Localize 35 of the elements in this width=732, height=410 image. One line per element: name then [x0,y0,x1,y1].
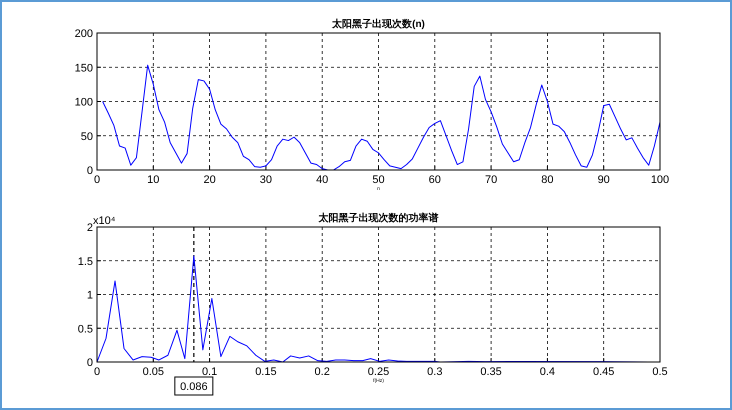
x-tick-label: 0.1 [202,366,218,378]
x-tick-label: 0.35 [480,366,502,378]
x-tick-label: 0.3 [427,366,442,378]
chart-title: 太阳黑子出现次数的功率谱 [318,212,438,224]
line-series [102,64,660,170]
y-tick-label: 1.5 [78,256,93,268]
x-tick-label: 40 [316,174,328,186]
x-tick-label: 0.2 [314,366,330,378]
x-tick-label: 100 [650,174,670,186]
x-tick-label: 70 [484,174,498,186]
x-tick-label: 0.05 [142,366,164,378]
y-tick-label: 2 [86,222,93,234]
chart-title: 太阳黑子出现次数(n) [331,18,425,30]
y-tick-label: 1 [86,290,93,302]
y-tick-label: 0 [86,357,93,369]
x-tick-label: 0.45 [592,366,614,378]
x-tick-label: 30 [260,174,272,186]
y-tick-label: 200 [74,28,93,40]
y-tick-label: 0 [86,165,93,177]
x-tick-label: 50 [372,174,385,186]
annotation: x10⁴ [93,215,116,227]
x-tick-label: 60 [428,174,441,186]
y-tick-label: 50 [80,130,93,143]
x-tick-label: 0.4 [540,366,556,378]
x-tick-label: 0.5 [652,366,668,378]
ref-line-label: 0.086 [180,381,208,393]
x-tick-label: 80 [541,174,554,186]
x-tick-label: 20 [203,174,216,186]
x-tick-label: 0.15 [255,366,277,378]
y-tick-label: 150 [74,62,93,74]
x-tick-label: 0.25 [368,366,390,378]
y-tick-label: 0.5 [78,323,93,336]
x-tick-label: 10 [147,174,160,186]
x-tick-label: 90 [598,174,610,186]
y-tick-label: 100 [74,96,93,108]
